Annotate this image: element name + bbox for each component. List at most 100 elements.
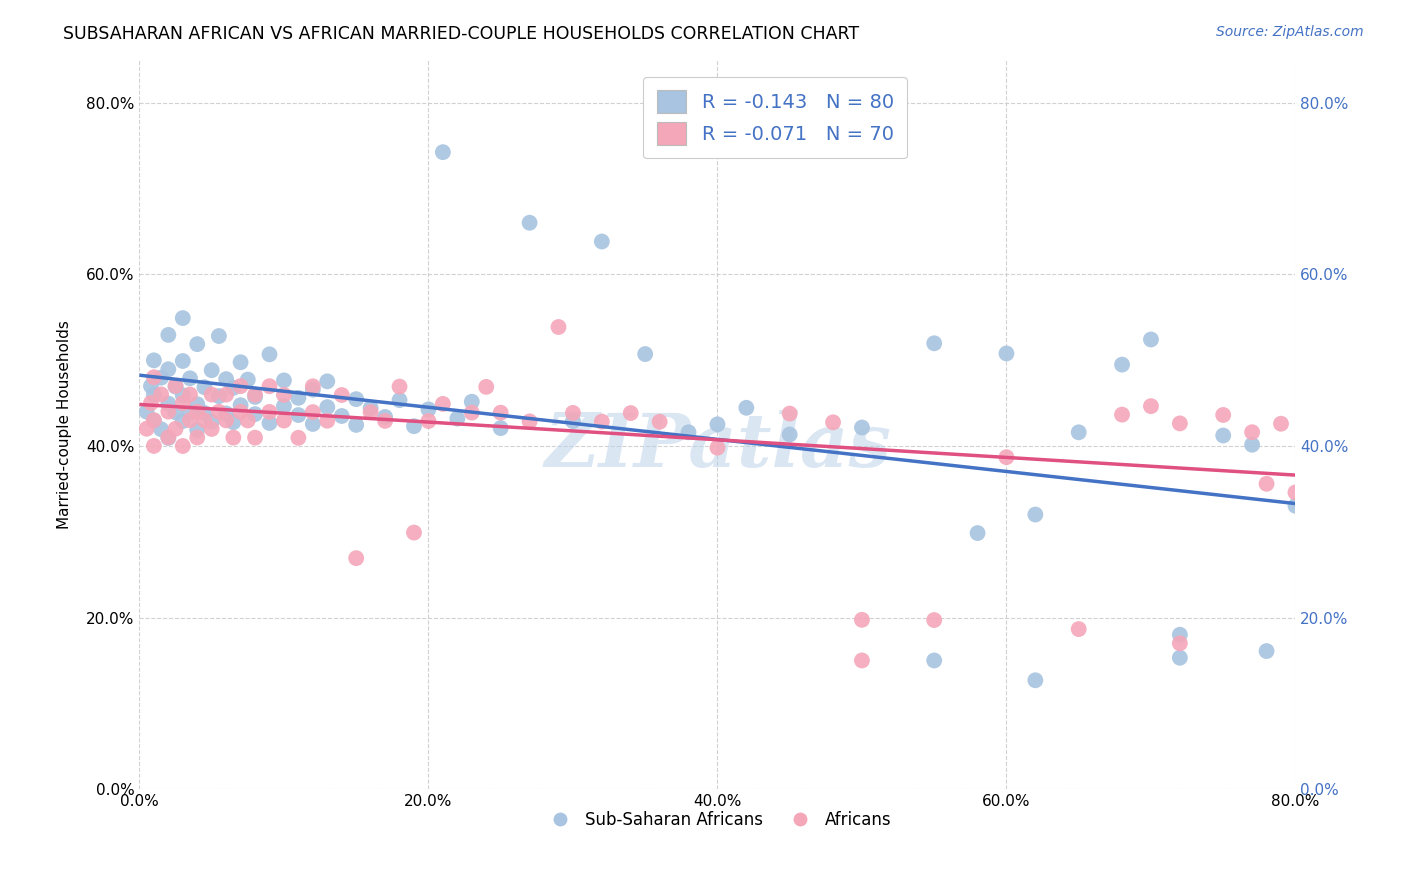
- Point: [142, 413, 165, 427]
- Point: [179, 413, 201, 427]
- Point: [157, 431, 180, 445]
- Point: [316, 375, 339, 389]
- Point: [259, 379, 281, 393]
- Point: [259, 416, 281, 430]
- Point: [157, 430, 180, 444]
- Point: [236, 373, 259, 387]
- Point: [273, 399, 295, 413]
- Point: [1256, 644, 1278, 658]
- Point: [519, 414, 541, 428]
- Point: [1212, 408, 1234, 422]
- Point: [519, 216, 541, 230]
- Point: [779, 407, 801, 421]
- Point: [648, 415, 671, 429]
- Point: [489, 421, 512, 435]
- Point: [922, 613, 945, 627]
- Text: SUBSAHARAN AFRICAN VS AFRICAN MARRIED-COUPLE HOUSEHOLDS CORRELATION CHART: SUBSAHARAN AFRICAN VS AFRICAN MARRIED-CO…: [63, 25, 859, 43]
- Point: [1241, 425, 1264, 440]
- Point: [229, 398, 252, 412]
- Point: [922, 653, 945, 667]
- Point: [1024, 673, 1046, 688]
- Point: [243, 431, 266, 445]
- Point: [1241, 438, 1264, 452]
- Point: [1168, 650, 1191, 665]
- Point: [142, 439, 165, 453]
- Point: [591, 415, 613, 429]
- Point: [208, 329, 231, 343]
- Point: [995, 450, 1018, 465]
- Point: [157, 404, 180, 418]
- Point: [193, 380, 215, 394]
- Text: ZIPatlas: ZIPatlas: [544, 410, 891, 483]
- Point: [150, 422, 173, 436]
- Point: [678, 105, 700, 120]
- Point: [142, 387, 165, 401]
- Point: [344, 417, 367, 432]
- Point: [779, 427, 801, 442]
- Point: [301, 417, 323, 431]
- Point: [208, 405, 231, 419]
- Point: [165, 379, 187, 393]
- Point: [150, 370, 173, 384]
- Point: [222, 431, 245, 445]
- Point: [388, 379, 411, 393]
- Point: [360, 405, 382, 419]
- Point: [1140, 333, 1163, 347]
- Point: [706, 441, 728, 455]
- Point: [186, 397, 208, 411]
- Point: [287, 431, 309, 445]
- Point: [922, 336, 945, 351]
- Point: [1168, 417, 1191, 431]
- Point: [388, 393, 411, 408]
- Point: [273, 373, 295, 387]
- Point: [172, 396, 194, 410]
- Point: [243, 390, 266, 404]
- Point: [330, 409, 353, 423]
- Point: [1212, 428, 1234, 442]
- Point: [172, 414, 194, 428]
- Point: [1168, 628, 1191, 642]
- Point: [273, 388, 295, 402]
- Point: [139, 396, 162, 410]
- Point: [287, 408, 309, 422]
- Point: [215, 372, 238, 386]
- Text: Source: ZipAtlas.com: Source: ZipAtlas.com: [1216, 25, 1364, 39]
- Point: [215, 413, 238, 427]
- Point: [1024, 508, 1046, 522]
- Point: [142, 370, 165, 384]
- Point: [273, 413, 295, 427]
- Point: [851, 613, 873, 627]
- Point: [301, 379, 323, 393]
- Point: [1284, 499, 1306, 513]
- Point: [179, 406, 201, 420]
- Point: [1270, 417, 1292, 431]
- Point: [243, 388, 266, 402]
- Point: [287, 391, 309, 405]
- Point: [620, 406, 643, 420]
- Point: [1140, 399, 1163, 413]
- Point: [344, 392, 367, 406]
- Point: [402, 419, 425, 434]
- Point: [179, 371, 201, 385]
- Point: [360, 401, 382, 415]
- Point: [489, 406, 512, 420]
- Point: [301, 405, 323, 419]
- Point: [135, 405, 157, 419]
- Point: [301, 383, 323, 397]
- Point: [193, 413, 215, 427]
- Point: [966, 526, 988, 541]
- Point: [157, 327, 180, 342]
- Point: [172, 311, 194, 326]
- Point: [561, 414, 583, 428]
- Point: [165, 422, 187, 436]
- Point: [172, 388, 194, 402]
- Point: [157, 396, 180, 410]
- Point: [186, 337, 208, 351]
- Point: [222, 415, 245, 429]
- Point: [208, 389, 231, 403]
- Point: [201, 422, 224, 436]
- Point: [193, 406, 215, 420]
- Point: [201, 387, 224, 401]
- Point: [706, 417, 728, 432]
- Point: [995, 346, 1018, 360]
